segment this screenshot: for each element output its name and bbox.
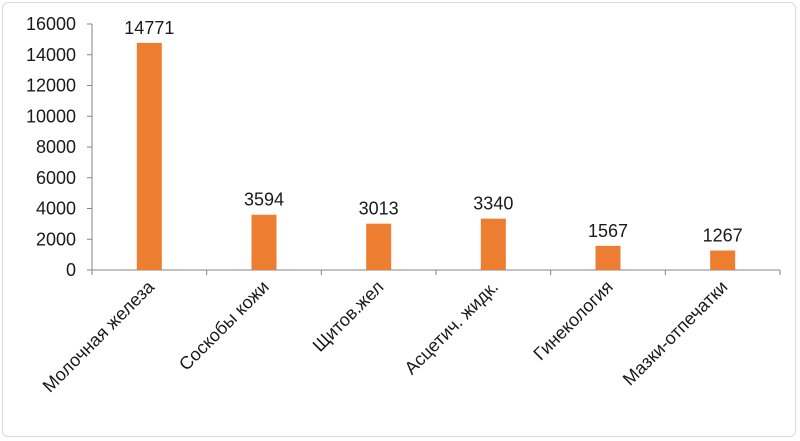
category-labels: Молочная железа Соскобы кожи Щитов.жел Асце… <box>39 276 732 396</box>
y-tick-label: 4000 <box>36 199 76 219</box>
bar-2 <box>366 223 392 270</box>
bar-5 <box>710 250 736 270</box>
bar-1 <box>251 214 277 270</box>
category-label-2: Щитов.жел <box>309 277 388 356</box>
data-label-5: 1267 <box>703 226 743 246</box>
y-tick-label: 16000 <box>26 14 76 34</box>
y-tick-label: 2000 <box>36 229 76 249</box>
y-tick-label: 0 <box>66 260 76 280</box>
y-tick-label: 12000 <box>26 76 76 96</box>
category-label-0: Молочная железа <box>39 276 159 396</box>
y-tick-label: 10000 <box>26 106 76 126</box>
data-label-3: 3340 <box>473 194 513 214</box>
data-label-2: 3013 <box>359 199 399 219</box>
data-label-1: 3594 <box>244 190 284 210</box>
data-label-0: 14771 <box>124 18 174 38</box>
y-tick-label: 14000 <box>26 45 76 65</box>
chart-frame <box>2 2 796 437</box>
bars <box>136 42 736 270</box>
data-labels: 14771 3594 3013 3340 1567 1267 <box>124 18 742 246</box>
category-label-1: Соскобы кожи <box>175 277 273 375</box>
category-label-3: Асцетич. жидк. <box>401 277 503 379</box>
x-axis <box>91 269 781 275</box>
bar-4 <box>595 245 621 270</box>
bar-3 <box>480 218 506 270</box>
category-label-4: Гинекология <box>529 277 616 364</box>
data-label-4: 1567 <box>588 221 628 241</box>
bar-0 <box>136 42 162 270</box>
y-tick-label: 8000 <box>36 137 76 157</box>
y-tick-label: 6000 <box>36 168 76 188</box>
y-axis: 0 2000 4000 6000 8000 10000 12000 14000 16000 <box>26 14 93 280</box>
category-label-5: Мазки-отпечатки <box>619 277 732 390</box>
